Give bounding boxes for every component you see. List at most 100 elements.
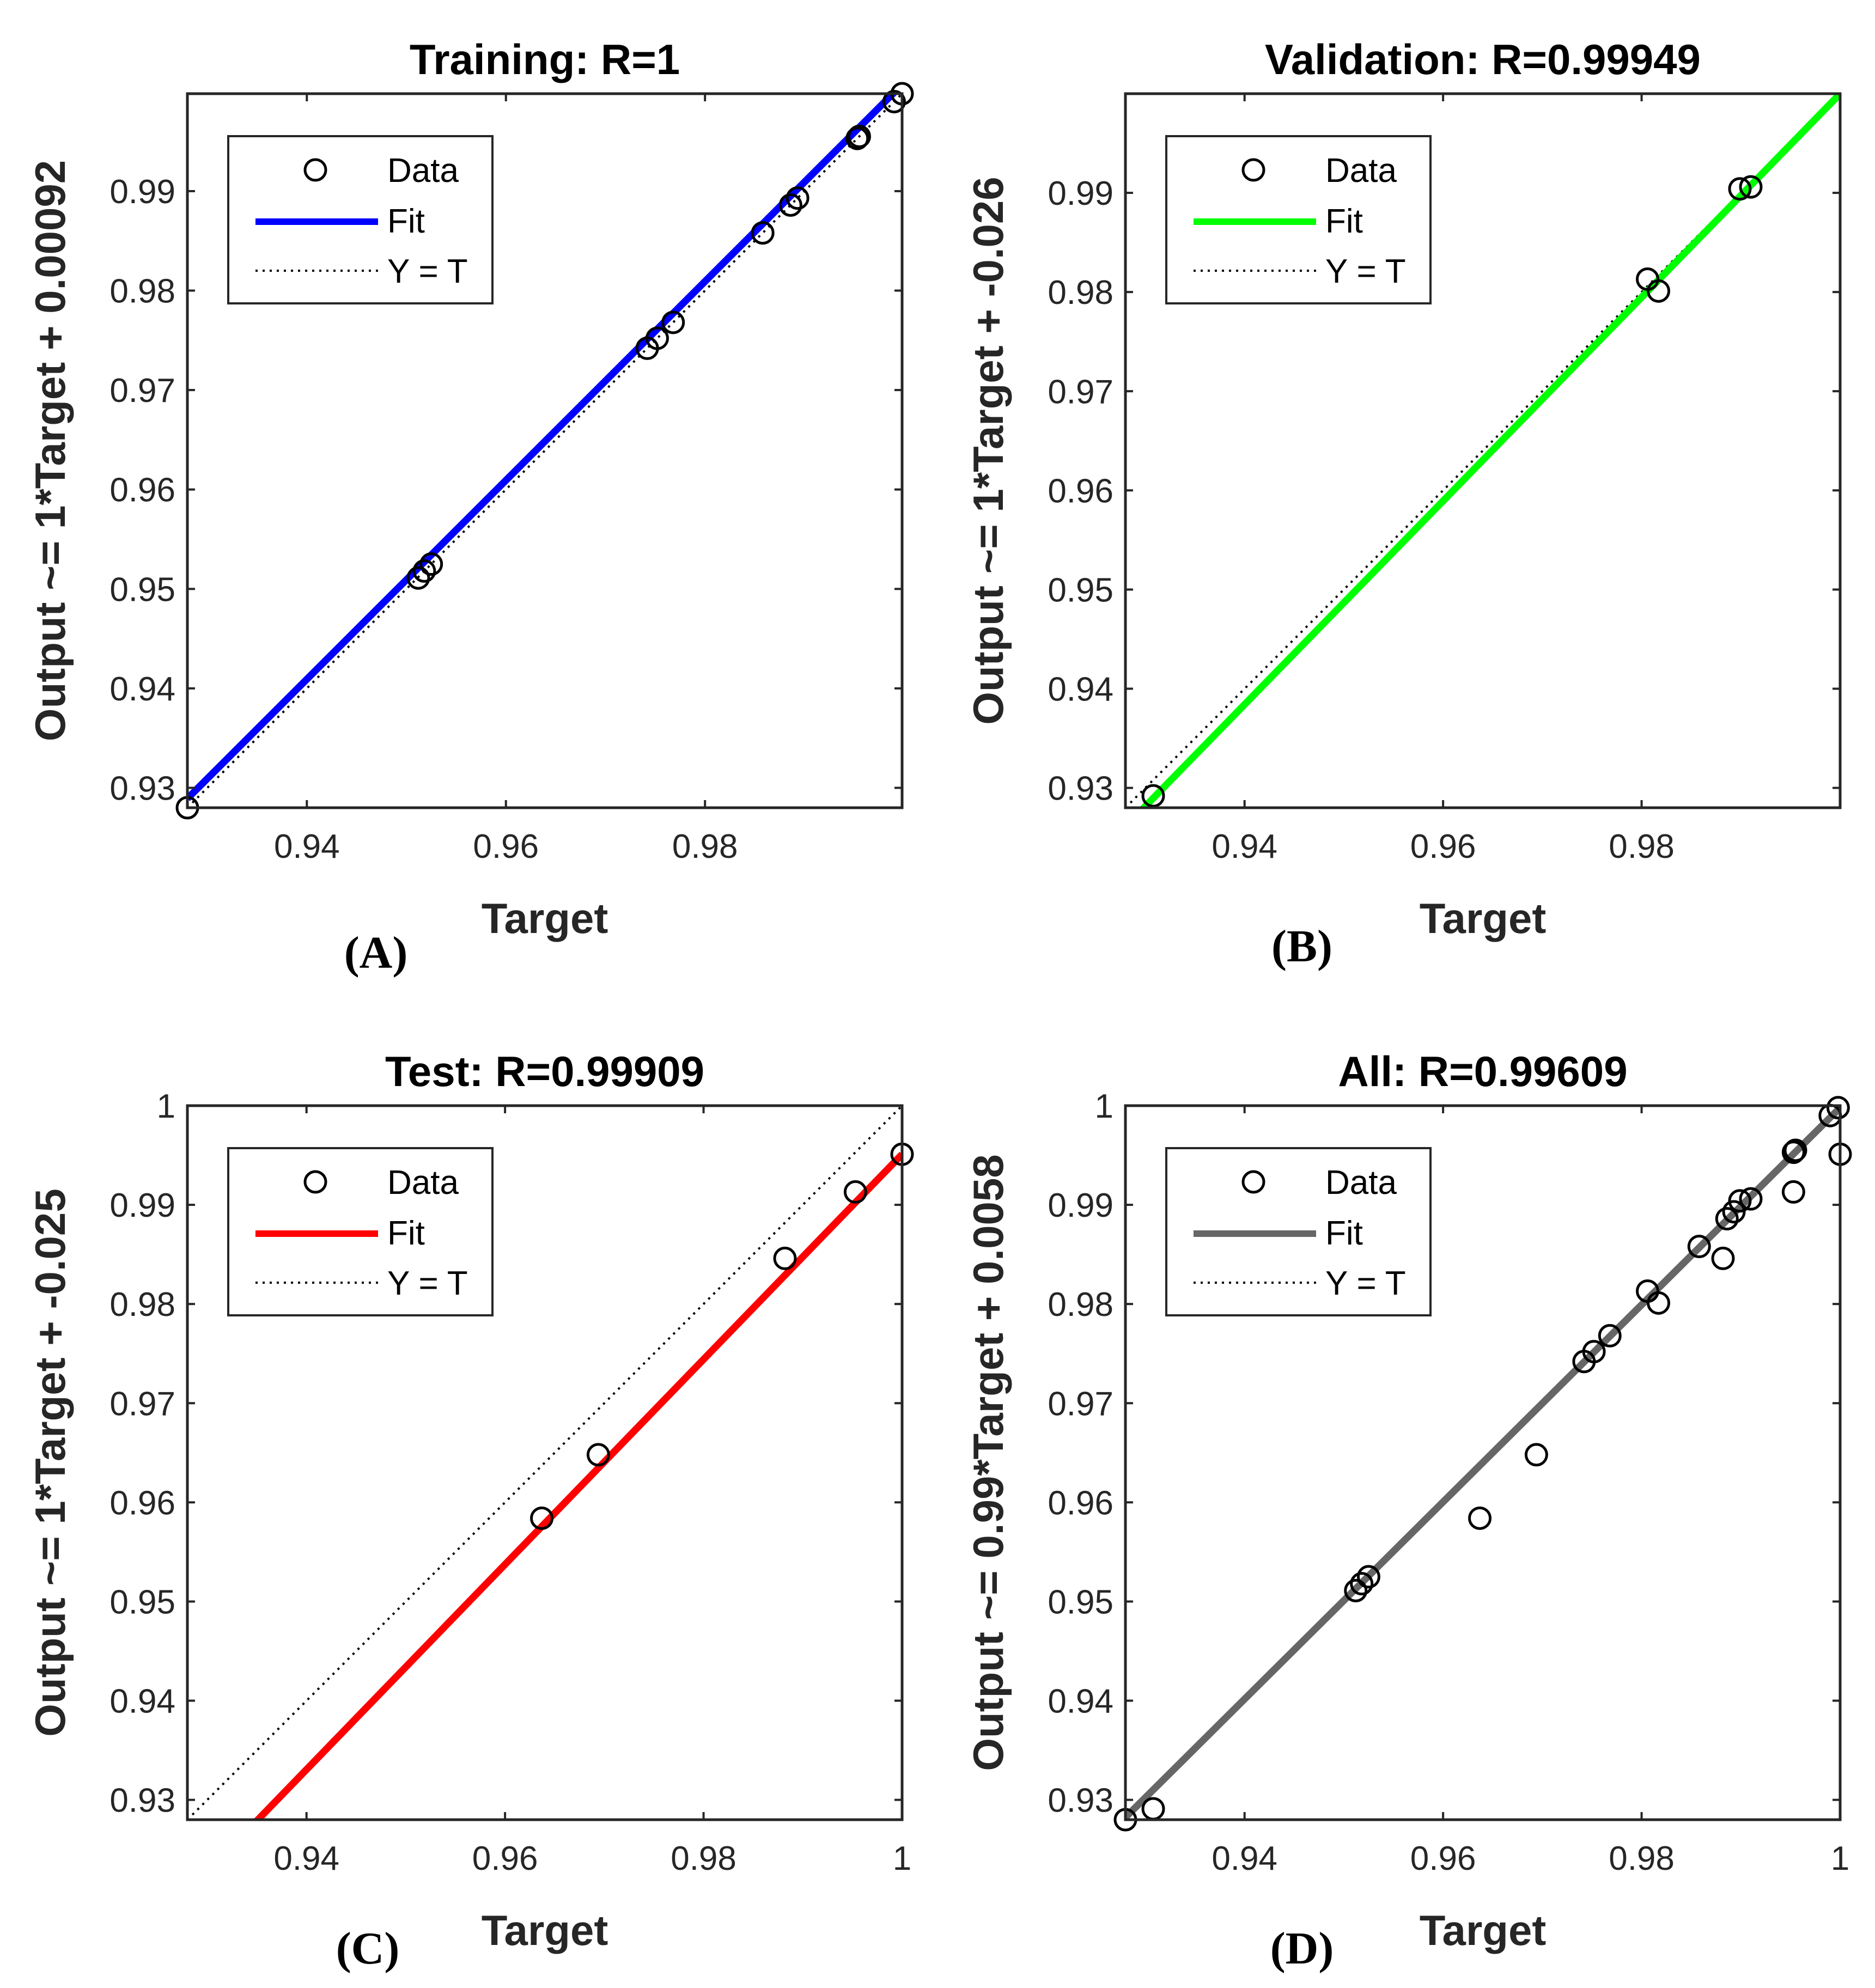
fit-line xyxy=(187,94,898,801)
panel-title: Validation: R=0.99949 xyxy=(1265,35,1701,83)
x-tick-label: 0.98 xyxy=(1609,828,1675,865)
data-point xyxy=(1711,1246,1735,1270)
panel-test: 0.94 0.96 0.98 1 0.93 0.94 0.95 0.96 0.97 0.98 0.9… xyxy=(26,1047,914,1974)
y-axis-title: Output ~= 1*Target + -0.025 xyxy=(26,1188,74,1736)
data-point xyxy=(412,559,436,583)
x-tick-label: 0.94 xyxy=(273,1840,339,1877)
data-point xyxy=(1781,1180,1805,1204)
data-point xyxy=(773,1246,797,1270)
y-tick-label: 0.94 xyxy=(109,670,175,708)
plot-content xyxy=(187,94,902,808)
data-point xyxy=(845,126,869,150)
legend-fit-label: Fit xyxy=(387,1215,425,1252)
data-point xyxy=(1468,1506,1492,1530)
axes-box xyxy=(1124,92,1842,809)
y-tick-label: 0.98 xyxy=(1048,274,1113,312)
data-point xyxy=(1781,1141,1805,1164)
panel-title: All: R=0.99609 xyxy=(1338,1047,1627,1095)
y-tick-label: 0.96 xyxy=(1048,472,1113,510)
x-tick-label: 0.94 xyxy=(1212,1840,1277,1877)
data-point xyxy=(843,1180,867,1204)
y-tick-label: 0.99 xyxy=(1048,175,1113,212)
y-tick-label: 0.97 xyxy=(1048,373,1113,411)
x-axis-title: Target xyxy=(1420,894,1547,942)
y-axis-title: Output ~= 1*Target + 0.00092 xyxy=(26,160,74,741)
data-point xyxy=(1722,1200,1746,1224)
y-tick-label: 1 xyxy=(157,1088,175,1125)
data-point xyxy=(1783,1138,1807,1162)
x-axis-title: Target xyxy=(1420,1906,1547,1954)
legend: Data Fit Y = T xyxy=(1165,1147,1432,1316)
y-tick-label: 0.97 xyxy=(109,372,175,410)
x-tick-label: 0.98 xyxy=(672,828,738,865)
legend: Data Fit Y = T xyxy=(227,1147,494,1316)
y-axis-title: Output ~= 0.99*Target + 0.0058 xyxy=(964,1154,1012,1771)
plot-content xyxy=(187,1106,902,1820)
y-tick-label: 0.98 xyxy=(109,273,175,310)
x-tick-label: 0.96 xyxy=(1410,1840,1476,1877)
data-point xyxy=(847,125,871,149)
data-point xyxy=(645,326,669,350)
y-tick-label: 0.98 xyxy=(109,1286,175,1324)
data-point xyxy=(1728,177,1752,201)
y-tick-label: 0.94 xyxy=(1048,1683,1113,1721)
panel-all: 0.94 0.96 0.98 1 0.93 0.94 0.95 0.96 0.97 0.98 0.9… xyxy=(964,1047,1852,1974)
y-tick-label: 0.94 xyxy=(109,1683,175,1721)
x-tick-label: 1 xyxy=(1831,1840,1849,1877)
panel-letter: (A) xyxy=(344,928,408,978)
data-point xyxy=(786,186,809,210)
y-tick-label: 0.95 xyxy=(1048,571,1113,609)
panel-training: 0.94 0.96 0.98 0.93 0.94 0.95 0.96 0.97 0.98 0.99… xyxy=(26,35,914,978)
x-axis-title: Target xyxy=(482,894,608,942)
legend-ref-label: Y = T xyxy=(387,1265,468,1302)
y-tick-label: 0.98 xyxy=(1048,1286,1113,1324)
y-tick-label: 0.93 xyxy=(109,770,175,807)
legend-ref-label: Y = T xyxy=(1325,1265,1406,1302)
legend-data-label: Data xyxy=(1325,152,1397,190)
data-point xyxy=(1356,1565,1380,1589)
data-point xyxy=(1582,1340,1606,1364)
x-tick-label: 0.96 xyxy=(473,828,539,865)
panel-title: Test: R=0.99909 xyxy=(385,1047,704,1095)
data-point xyxy=(1826,1096,1850,1120)
data-point xyxy=(1344,1578,1368,1602)
panel-validation: 0.94 0.96 0.98 0.93 0.94 0.95 0.96 0.97 0.98 0.99… xyxy=(964,35,1842,972)
plot-content xyxy=(1125,94,1840,808)
y-axis-title: Output ~= 1*Target + -0.026 xyxy=(964,176,1012,724)
y-tick-label: 0.99 xyxy=(1048,1187,1113,1224)
x-tick-label: 0.96 xyxy=(472,1840,538,1877)
axes-box xyxy=(186,1104,904,1821)
x-tick-label: 0.96 xyxy=(1410,828,1476,865)
data-point xyxy=(419,552,443,576)
data-point xyxy=(882,90,906,114)
y-tick-label: 0.95 xyxy=(1048,1583,1113,1621)
x-tick-label: 0.94 xyxy=(1212,828,1277,865)
legend-data-marker xyxy=(1241,1170,1265,1194)
y-tick-label: 0.99 xyxy=(109,173,175,211)
legend-ref-label: Y = T xyxy=(1325,253,1406,290)
legend: Data Fit Y = T xyxy=(227,135,494,304)
axes-box xyxy=(186,92,904,809)
y-tick-label: 0.96 xyxy=(1048,1484,1113,1522)
x-tick-label: 0.94 xyxy=(274,828,340,865)
y-tick-label: 1 xyxy=(1095,1088,1113,1125)
data-point xyxy=(1350,1572,1374,1596)
legend-fit-label: Fit xyxy=(1325,203,1363,240)
panel-title: Training: R=1 xyxy=(410,35,680,83)
panel-letter: (C) xyxy=(336,1923,400,1974)
x-tick-label: 1 xyxy=(893,1840,911,1877)
panel-letter: (B) xyxy=(1271,921,1332,972)
legend-data-marker xyxy=(1241,158,1265,182)
data-point xyxy=(1524,1443,1548,1467)
legend-data-label: Data xyxy=(1325,1164,1397,1202)
y-tick-label: 0.99 xyxy=(109,1187,175,1224)
data-point xyxy=(1141,784,1165,808)
data-point xyxy=(1598,1324,1622,1347)
data-point xyxy=(406,566,430,590)
y-tick-label: 0.96 xyxy=(109,1484,175,1522)
data-point xyxy=(1687,1235,1711,1259)
data-point xyxy=(751,221,775,245)
data-point xyxy=(1647,279,1671,303)
legend-data-label: Data xyxy=(387,1164,459,1202)
